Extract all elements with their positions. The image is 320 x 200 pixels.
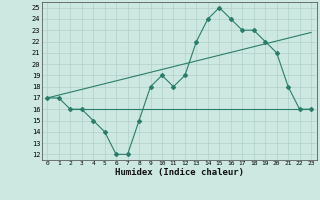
X-axis label: Humidex (Indice chaleur): Humidex (Indice chaleur) (115, 168, 244, 177)
